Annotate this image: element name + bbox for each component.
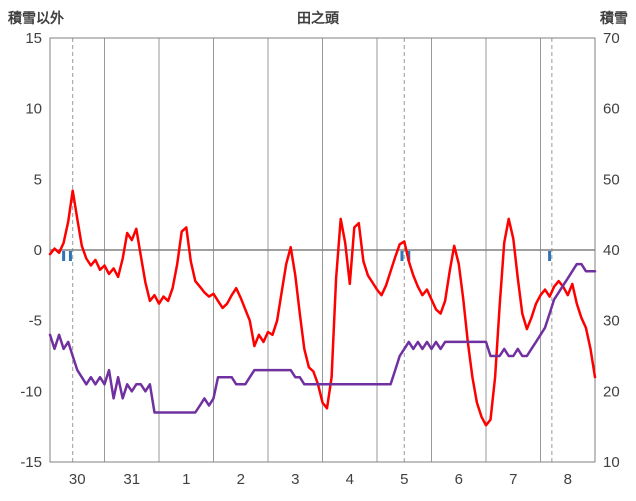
svg-text:70: 70 [603,30,620,47]
svg-text:6: 6 [455,471,463,488]
svg-text:15: 15 [25,30,42,47]
left-axis-title: 積雪以外 [8,10,64,26]
svg-text:30: 30 [69,471,86,488]
x-axis-day-labels: 30 31 1 2 3 4 5 6 7 8 [69,471,572,488]
svg-text:-5: -5 [29,313,42,330]
svg-text:3: 3 [291,471,299,488]
svg-text:-10: -10 [20,383,42,400]
plot-border [49,37,596,463]
svg-text:-15: -15 [20,454,42,471]
svg-text:8: 8 [564,471,572,488]
right-axis-title: 積雪 [600,10,628,26]
svg-text:50: 50 [603,171,620,188]
svg-text:5: 5 [400,471,408,488]
svg-text:10: 10 [603,454,620,471]
svg-text:1: 1 [182,471,190,488]
left-axis-tick-labels: 15 10 5 0 -5 -10 -15 [20,30,42,471]
right-axis-tick-labels: 70 60 50 40 30 20 10 [603,30,620,471]
precipitation-marks [62,251,552,261]
svg-text:30: 30 [603,313,620,330]
series-line-purple [48,262,597,414]
svg-text:20: 20 [603,383,620,400]
svg-text:10: 10 [25,101,42,118]
svg-text:60: 60 [603,101,620,118]
svg-text:5: 5 [34,171,42,188]
chart-title: 田之頭 [297,10,339,26]
svg-text:2: 2 [237,471,245,488]
svg-text:4: 4 [346,471,354,488]
series-line-red [48,189,597,427]
svg-text:31: 31 [123,471,140,488]
svg-text:40: 40 [603,242,620,259]
svg-text:7: 7 [509,471,517,488]
svg-text:0: 0 [34,242,42,259]
